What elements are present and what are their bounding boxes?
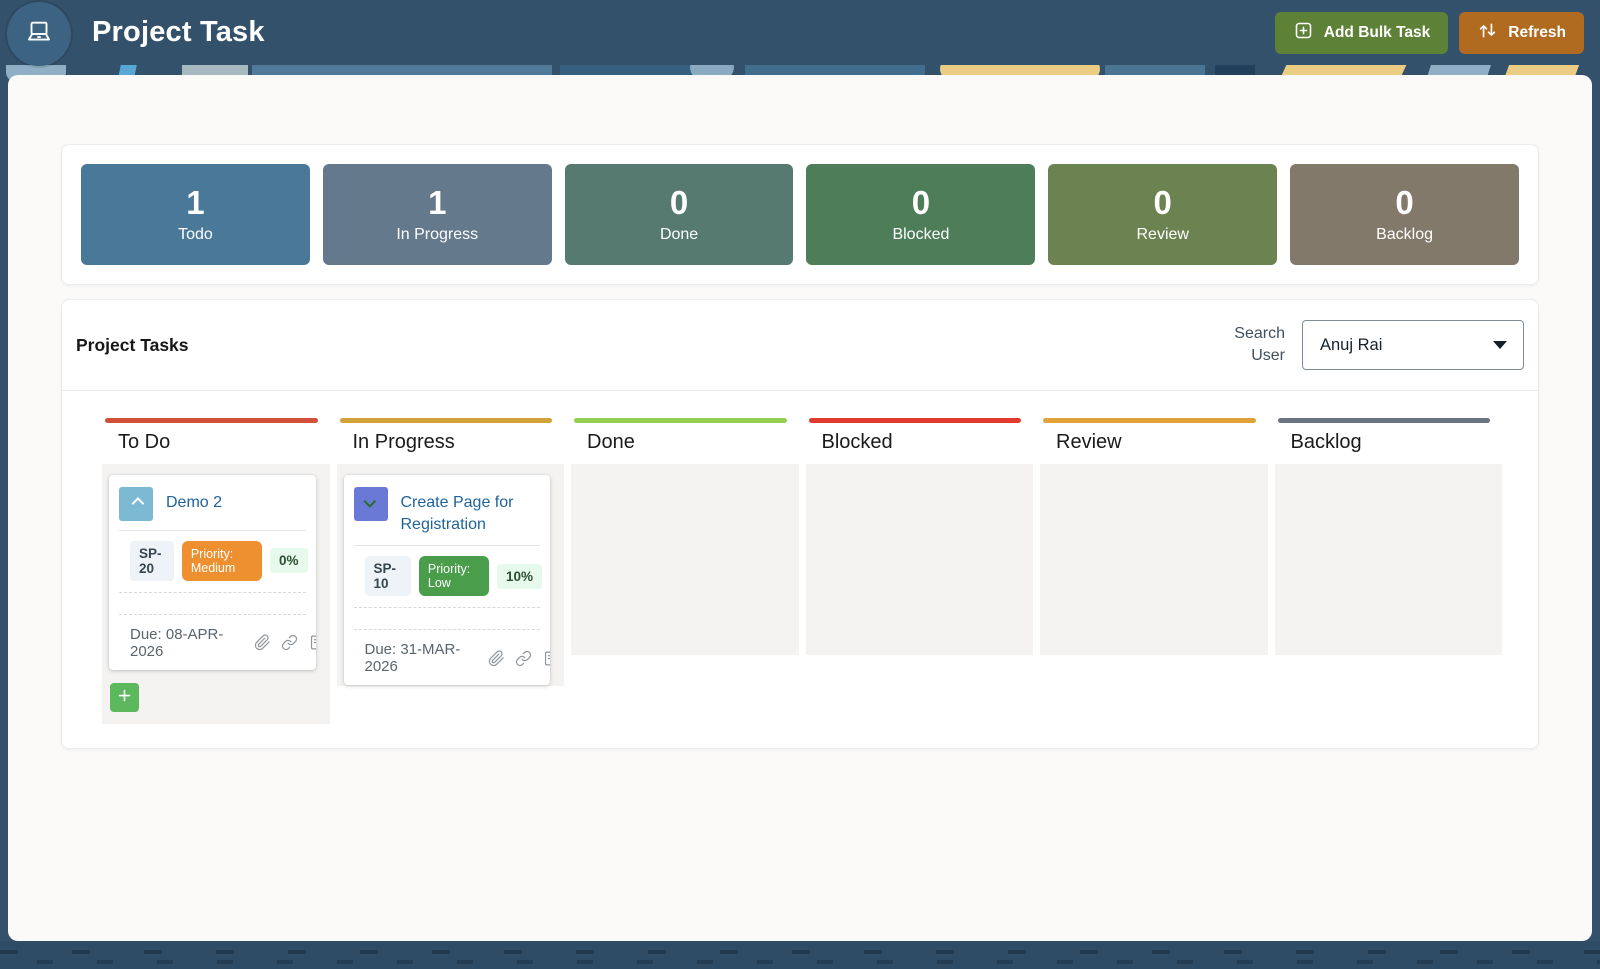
app-logo — [7, 2, 71, 66]
stat-count: 1 — [186, 183, 205, 221]
search-user-label: Search User — [1234, 324, 1285, 364]
divider — [353, 629, 540, 631]
stat-count: 0 — [669, 183, 689, 221]
divider — [353, 607, 540, 609]
footer-pattern-strip — [0, 941, 1600, 969]
column-dropzone — [1040, 464, 1268, 655]
search-user-select[interactable]: Anuj Rai — [1302, 320, 1524, 370]
due-date: Due: 08-APR-2026 — [130, 625, 224, 660]
column-label: Review — [1056, 431, 1122, 453]
stat-label: Blocked — [892, 225, 950, 243]
task-title-link[interactable]: Create Page for Registration — [401, 487, 541, 537]
progress-badge: 0% — [269, 548, 308, 573]
divider — [119, 613, 306, 615]
column-backlog: Backlog — [1274, 418, 1502, 724]
stats-panel: 1 Todo 1 In Progress 0 Done 0 Blocked 0 … — [61, 144, 1539, 285]
stat-count: 0 — [911, 183, 931, 221]
refresh-label: Refresh — [1508, 23, 1566, 41]
link-icon[interactable] — [515, 650, 532, 667]
stat-tile-review: 0 Review — [1048, 164, 1278, 265]
column-dropzone — [805, 464, 1033, 655]
task-card-demo-2: Demo 2 SP-20 Priority: Medium 0% Due: 08 — [109, 474, 316, 670]
column-color-bar — [105, 418, 318, 423]
refresh-button[interactable]: Refresh — [1459, 11, 1584, 54]
column-color-bar — [339, 418, 552, 423]
stat-label: Review — [1136, 225, 1189, 243]
file-icon[interactable] — [308, 634, 316, 651]
expand-card-button[interactable] — [353, 486, 388, 521]
column-label: Backlog — [1290, 431, 1362, 453]
stat-label: Done — [659, 225, 699, 243]
page-title: Project Task — [92, 16, 265, 48]
priority-badge: Priority: Low — [418, 556, 489, 597]
stat-tile-blocked: 0 Blocked — [806, 164, 1036, 265]
task-title-link[interactable]: Demo 2 — [166, 487, 222, 514]
column-color-bar — [1277, 418, 1490, 423]
stat-tile-todo: 1 Todo — [81, 164, 310, 265]
divider — [119, 529, 306, 531]
column-to-do: To Do Demo 2 SP-20 Priority: Medium — [102, 418, 330, 724]
add-bulk-task-button[interactable]: Add Bulk Task — [1274, 11, 1449, 54]
task-code-badge: SP-20 — [130, 540, 174, 581]
task-card-create-page-for-registration: Create Page for Registration SP-10 Prior… — [343, 474, 550, 686]
task-code-badge: SP-10 — [364, 556, 411, 597]
chevron-up-icon — [131, 497, 144, 510]
column-blocked: Blocked — [805, 418, 1033, 724]
stat-label: Todo — [178, 225, 213, 243]
column-label: In Progress — [352, 431, 455, 453]
progress-badge: 10% — [496, 563, 542, 589]
stat-count: 0 — [1153, 183, 1172, 221]
link-icon[interactable] — [281, 634, 298, 651]
plus-square-icon — [1293, 20, 1314, 46]
column-dropzone: Create Page for Registration SP-10 Prior… — [336, 464, 564, 686]
file-icon[interactable] — [542, 650, 550, 667]
app-header: Project Task Add Bulk Task Refresh — [0, 0, 1600, 66]
stat-tile-in-progress: 1 In Progress — [322, 164, 552, 265]
chevron-down-icon — [363, 495, 377, 508]
column-done: Done — [571, 418, 799, 724]
tasks-panel-title: Project Tasks — [76, 334, 189, 355]
stat-tile-backlog: 0 Backlog — [1290, 164, 1519, 265]
paperclip-icon[interactable] — [488, 650, 505, 667]
column-dropzone — [1274, 464, 1502, 655]
paperclip-icon[interactable] — [254, 634, 271, 651]
stat-count: 0 — [1395, 183, 1414, 221]
column-color-bar — [808, 418, 1021, 423]
stat-count: 1 — [428, 183, 447, 221]
column-dropzone: Demo 2 SP-20 Priority: Medium 0% Due: 08 — [102, 464, 330, 724]
main-content: 1 Todo 1 In Progress 0 Done 0 Blocked 0 … — [8, 75, 1592, 941]
column-color-bar — [1043, 418, 1256, 423]
plus-icon — [117, 688, 132, 706]
add-bulk-task-label: Add Bulk Task — [1323, 23, 1431, 41]
divider — [353, 545, 540, 547]
chevron-down-icon — [1493, 341, 1507, 349]
column-label: Blocked — [821, 431, 893, 453]
column-in-progress: In Progress Create Page for Registration… — [336, 418, 564, 724]
column-color-bar — [574, 418, 787, 423]
column-label: To Do — [118, 431, 171, 453]
project-tasks-panel: Project Tasks Search User Anuj Rai To Do — [61, 299, 1539, 749]
stat-label: In Progress — [396, 225, 479, 243]
divider — [62, 390, 1538, 391]
column-label: Done — [587, 431, 635, 453]
kanban-board: To Do Demo 2 SP-20 Priority: Medium — [62, 391, 1538, 748]
column-dropzone — [571, 464, 799, 655]
add-card-button[interactable] — [110, 682, 139, 712]
column-review: Review — [1040, 418, 1268, 724]
stat-tile-done: 0 Done — [564, 164, 794, 265]
selected-user-value: Anuj Rai — [1320, 335, 1383, 354]
divider — [119, 591, 306, 593]
priority-badge: Priority: Medium — [181, 540, 262, 581]
tasks-panel-header: Project Tasks Search User Anuj Rai — [62, 300, 1538, 390]
collapse-card-button[interactable] — [119, 486, 153, 521]
stat-label: Backlog — [1376, 225, 1434, 243]
swap-arrows-icon — [1477, 20, 1498, 46]
due-date: Due: 31-MAR-2026 — [364, 641, 461, 676]
laptop-icon — [24, 17, 54, 52]
